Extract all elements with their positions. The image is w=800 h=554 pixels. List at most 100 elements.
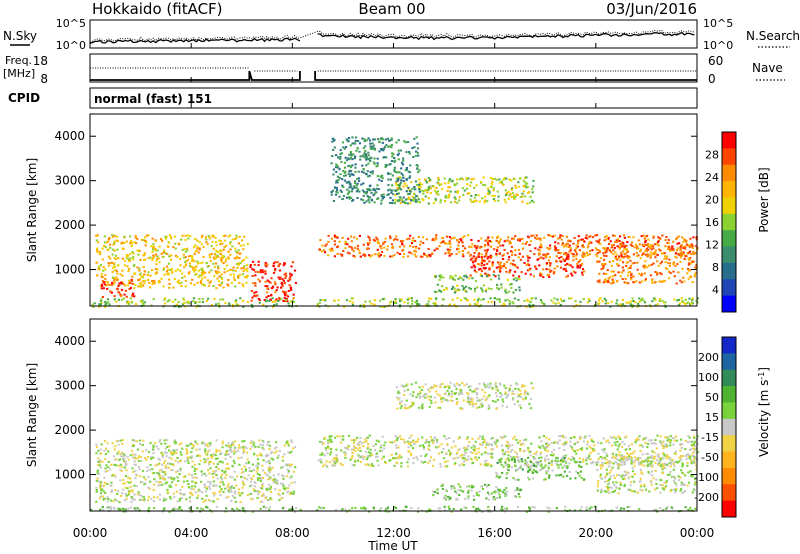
- heatmap-cell: [377, 138, 380, 141]
- heatmap-cell: [494, 275, 497, 278]
- heatmap-cell: [642, 244, 646, 246]
- heatmap-cell: [393, 160, 396, 162]
- heatmap-cell: [624, 436, 627, 439]
- heatmap-cell: [105, 464, 108, 467]
- heatmap-cell: [632, 300, 635, 302]
- heatmap-cell: [323, 251, 327, 254]
- heatmap-cell: [565, 252, 568, 254]
- heatmap-cell: [194, 238, 197, 241]
- heatmap-cell: [585, 462, 588, 465]
- heatmap-cell: [660, 442, 663, 445]
- heatmap-cell: [139, 285, 142, 288]
- heatmap-cell: [131, 282, 134, 285]
- heatmap-cell: [363, 190, 366, 193]
- heatmap-cell: [331, 140, 334, 143]
- heatmap-cell: [588, 241, 591, 244]
- heatmap-cell: [410, 444, 413, 447]
- heatmap-cell: [278, 297, 281, 299]
- heatmap-cell: [511, 444, 514, 447]
- heatmap-cell: [680, 251, 683, 254]
- heatmap-cell: [361, 456, 364, 459]
- heatmap-cell: [347, 434, 351, 437]
- heatmap-cell: [468, 192, 471, 195]
- heatmap-cell: [576, 266, 579, 269]
- heatmap-cell: [209, 500, 212, 502]
- heatmap-cell: [482, 266, 485, 269]
- heatmap-cell: [587, 242, 590, 245]
- heatmap-cell: [354, 438, 357, 441]
- heatmap-cell: [118, 291, 121, 294]
- colorbar-frame: [721, 131, 737, 313]
- heatmap-cell: [325, 460, 328, 463]
- heatmap-cell: [101, 247, 104, 250]
- heatmap-cell: [499, 270, 502, 273]
- heatmap-cell: [439, 406, 442, 409]
- heatmap-cell: [194, 301, 197, 304]
- heatmap-cell: [264, 300, 268, 303]
- heatmap-cell: [113, 234, 116, 237]
- heatmap-cell: [149, 274, 152, 277]
- heatmap-cell: [208, 449, 211, 452]
- heatmap-cell: [206, 265, 209, 268]
- heatmap-cell: [565, 256, 569, 259]
- heatmap-cell: [405, 151, 408, 154]
- heatmap-cell: [620, 253, 623, 256]
- heatmap-cell: [257, 493, 260, 496]
- heatmap-cell: [453, 303, 456, 306]
- heatmap-cell: [660, 260, 664, 263]
- heatmap-cell: [433, 396, 437, 399]
- heatmap-cell: [242, 448, 245, 451]
- heatmap-cell: [186, 456, 189, 459]
- heatmap-cell: [262, 271, 265, 274]
- heatmap-cell: [378, 150, 381, 153]
- heatmap-cell: [644, 241, 647, 244]
- heatmap-cell: [381, 435, 384, 438]
- heatmap-cell: [233, 462, 236, 465]
- heatmap-cell: [517, 239, 520, 242]
- heatmap-cell: [233, 478, 236, 481]
- heatmap-cell: [639, 450, 642, 453]
- heatmap-cell: [399, 176, 402, 179]
- heatmap-cell: [111, 248, 114, 251]
- heatmap-cell: [412, 447, 415, 450]
- heatmap-cell: [626, 249, 629, 252]
- heatmap-cell: [544, 254, 547, 257]
- heatmap-cell: [654, 299, 657, 302]
- heatmap-cell: [456, 248, 459, 251]
- heatmap-cell: [636, 438, 639, 441]
- heatmap-cell: [259, 443, 262, 446]
- heatmap-cell: [268, 300, 271, 303]
- heatmap-cell: [234, 447, 237, 450]
- heatmap-cell: [685, 243, 688, 246]
- heatmap-cell: [396, 238, 399, 241]
- heatmap-cell: [399, 407, 402, 410]
- heatmap-cell: [330, 451, 333, 454]
- heatmap-cell: [503, 198, 506, 201]
- heatmap-cell: [154, 249, 157, 252]
- heatmap-cell: [378, 178, 381, 181]
- heatmap-cell: [616, 245, 619, 248]
- heatmap-cell: [469, 258, 473, 261]
- heatmap-cell: [141, 302, 145, 305]
- colorbar-swatch: [722, 279, 736, 297]
- heatmap-cell: [419, 454, 423, 457]
- heatmap-cell: [142, 279, 145, 282]
- heatmap-cell: [610, 270, 613, 273]
- heatmap-cell: [505, 177, 508, 180]
- heatmap-cell: [162, 255, 165, 258]
- heatmap-cell: [347, 140, 350, 143]
- heatmap-cell: [139, 284, 143, 287]
- heatmap-cell: [636, 261, 639, 264]
- heatmap-cell: [350, 240, 353, 243]
- heatmap-cell: [126, 302, 129, 305]
- heatmap-cell: [328, 248, 331, 251]
- heatmap-cell: [479, 463, 482, 466]
- heatmap-cell: [692, 236, 695, 239]
- heatmap-cell: [632, 236, 635, 239]
- heatmap-cell: [100, 298, 103, 301]
- heatmap-cell: [253, 452, 256, 455]
- heatmap-cell: [331, 137, 334, 140]
- heatmap-cell: [233, 450, 236, 452]
- heatmap-cell: [490, 448, 493, 451]
- heatmap-cell: [490, 182, 493, 185]
